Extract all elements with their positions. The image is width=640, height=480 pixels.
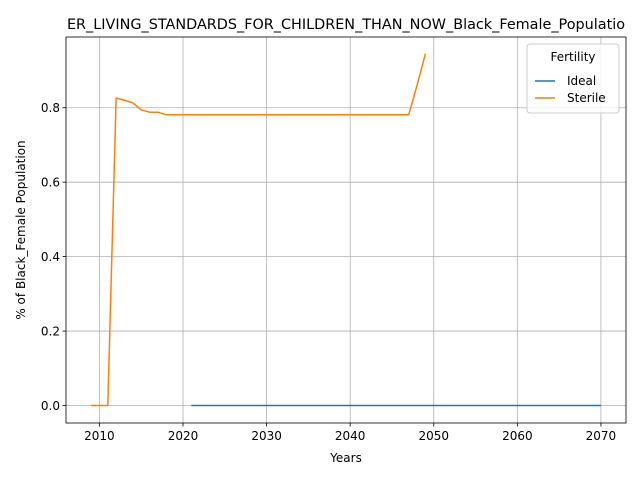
y-tick-label: 0.4 [41,250,60,264]
x-axis-label: Years [329,451,362,465]
x-tick-label: 2020 [168,429,199,443]
x-tick-label: 2010 [84,429,115,443]
legend-label-sterile: Sterile [567,91,606,105]
x-tick-label: 2050 [418,429,449,443]
y-axis-label: % of Black_Female Population [14,140,28,319]
x-tick-label: 2060 [502,429,533,443]
y-tick-label: 0.0 [41,399,60,413]
legend-label-ideal: Ideal [567,74,596,88]
legend-title: Fertility [550,50,595,64]
y-tick-label: 0.6 [41,175,60,189]
x-tick-label: 2030 [251,429,282,443]
x-tick-label: 2040 [335,429,366,443]
y-tick-label: 0.8 [41,101,60,115]
chart-title: ER_LIVING_STANDARDS_FOR_CHILDREN_THAN_NO… [67,17,625,33]
y-tick-label: 0.2 [41,324,60,338]
legend: Fertility Ideal Sterile [527,44,619,113]
x-tick-label: 2070 [586,429,617,443]
